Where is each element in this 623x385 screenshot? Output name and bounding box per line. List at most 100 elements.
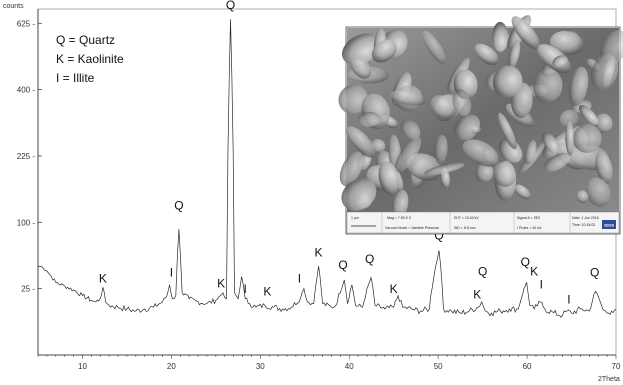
sem-vacuum-mode: Vacuum Mode = Variable Pressure <box>385 226 439 230</box>
sem-particle <box>341 33 381 65</box>
legend-entry-quartz: Q = Quartz <box>56 33 115 47</box>
sem-particle <box>524 140 537 165</box>
sem-particle <box>514 184 531 200</box>
sem-particle <box>543 152 571 172</box>
sem-particle <box>572 123 602 153</box>
sem-particle <box>424 162 465 176</box>
sem-eht: EHT = 15.00 kV <box>454 216 479 220</box>
x-tick-label: 20 <box>167 362 176 371</box>
peak-label: Q <box>434 228 443 242</box>
y-unit-label: counts <box>3 3 24 10</box>
sem-signal: Signal A = SE2 <box>517 216 540 220</box>
peak-label: Q <box>521 255 530 269</box>
sem-particle <box>559 109 580 130</box>
sem-time: Time: 10:15:02 <box>572 223 595 227</box>
peak-label: K <box>99 271 107 285</box>
x-tick-label: 70 <box>612 362 621 371</box>
sem-particle <box>378 161 400 195</box>
sem-particle <box>586 177 611 207</box>
x-tick-label: 60 <box>523 362 532 371</box>
peak-label: I <box>540 278 543 292</box>
sem-particle <box>492 161 516 187</box>
x-tick-label: 30 <box>256 362 265 371</box>
sem-probe: I Probe = 40 nA <box>517 226 542 230</box>
peak-label: K <box>530 264 538 278</box>
x-ticks: 10 20 30 40 50 60 70 <box>37 355 621 371</box>
peak-label: K <box>315 246 323 260</box>
sem-brand-logo <box>602 220 616 229</box>
peak-label: Q <box>590 266 599 280</box>
sem-particle <box>552 55 568 67</box>
sem-particle <box>533 69 563 103</box>
sem-particle <box>595 151 613 184</box>
peak-label: I <box>298 271 301 285</box>
peak-label: I <box>244 282 247 296</box>
peak-label: K <box>390 282 398 296</box>
sem-particle <box>590 53 619 91</box>
y-ticks: 25 - 100 - 225 - 400 - 625 - <box>17 19 42 294</box>
x-tick-label: 10 <box>78 362 87 371</box>
peak-label: I <box>567 293 570 307</box>
sem-particle <box>497 112 517 150</box>
peak-label: I <box>170 266 173 280</box>
peak-label: Q <box>226 0 235 12</box>
sem-particle <box>350 57 372 79</box>
peak-label: Q <box>478 264 487 278</box>
peak-label: Q <box>365 252 374 266</box>
x-tick-label: 40 <box>345 362 354 371</box>
y-tick-label: 625 - <box>17 19 36 28</box>
sem-particle <box>475 162 494 183</box>
sem-particle <box>594 113 613 134</box>
sem-particle <box>452 89 472 116</box>
sem-particle <box>400 119 421 140</box>
legend-entry-kaolinite: K = Kaolinite <box>56 52 124 66</box>
sem-magnification: Mag = 7.50 K X <box>387 216 412 220</box>
sem-particle <box>339 151 364 186</box>
y-tick-label: 225 - <box>17 152 36 161</box>
peak-label: Q <box>174 199 183 213</box>
sem-particle <box>565 120 574 157</box>
sem-particle <box>498 138 523 163</box>
peak-label: Q <box>338 258 347 272</box>
sem-particle <box>371 39 397 63</box>
sem-particle <box>511 16 540 50</box>
sem-particle <box>542 132 560 154</box>
sem-particle <box>492 65 523 98</box>
sem-particle <box>430 95 456 120</box>
y-tick-label: 25 - <box>21 285 35 294</box>
series-line <box>37 19 617 318</box>
sem-particle <box>578 104 599 125</box>
sem-inset: 1 μm Mag = 7.50 K X Vacuum Mode = Variab… <box>338 15 623 235</box>
sem-particle <box>462 139 500 167</box>
sem-micrograph <box>338 15 623 220</box>
peak-label: K <box>263 285 271 299</box>
sem-particle <box>357 111 381 127</box>
sem-info-bar <box>346 211 620 234</box>
sem-particle <box>568 66 589 107</box>
sem-particle <box>471 125 482 134</box>
peak-label: K <box>473 288 481 302</box>
sem-particle <box>454 114 480 141</box>
x-tick-label: 50 <box>434 362 443 371</box>
legend-entry-illite: I = Illite <box>56 71 95 85</box>
sem-particle <box>576 190 589 204</box>
sem-brand-text: ZEISS <box>604 224 615 228</box>
y-tick-label: 400 - <box>17 86 36 95</box>
sem-particle <box>338 84 368 114</box>
sem-wd: WD = 8.5 mm <box>454 226 476 230</box>
sem-particle <box>395 136 422 173</box>
peak-label: K <box>217 276 225 290</box>
sem-particle <box>341 178 377 211</box>
sem-particle <box>549 30 584 55</box>
sem-particle <box>434 134 448 165</box>
y-tick-label: 100 - <box>17 218 36 227</box>
sem-particle <box>422 30 447 65</box>
sem-scale-label: 1 μm <box>351 216 359 220</box>
sem-date: Date: 1 Jun 2016 <box>572 216 599 220</box>
legend: Q = Quartz K = Kaolinite I = Illite <box>56 33 124 85</box>
sem-particle <box>474 43 499 65</box>
x-unit-label: 2Theta <box>598 376 620 383</box>
sem-particle <box>346 126 377 158</box>
